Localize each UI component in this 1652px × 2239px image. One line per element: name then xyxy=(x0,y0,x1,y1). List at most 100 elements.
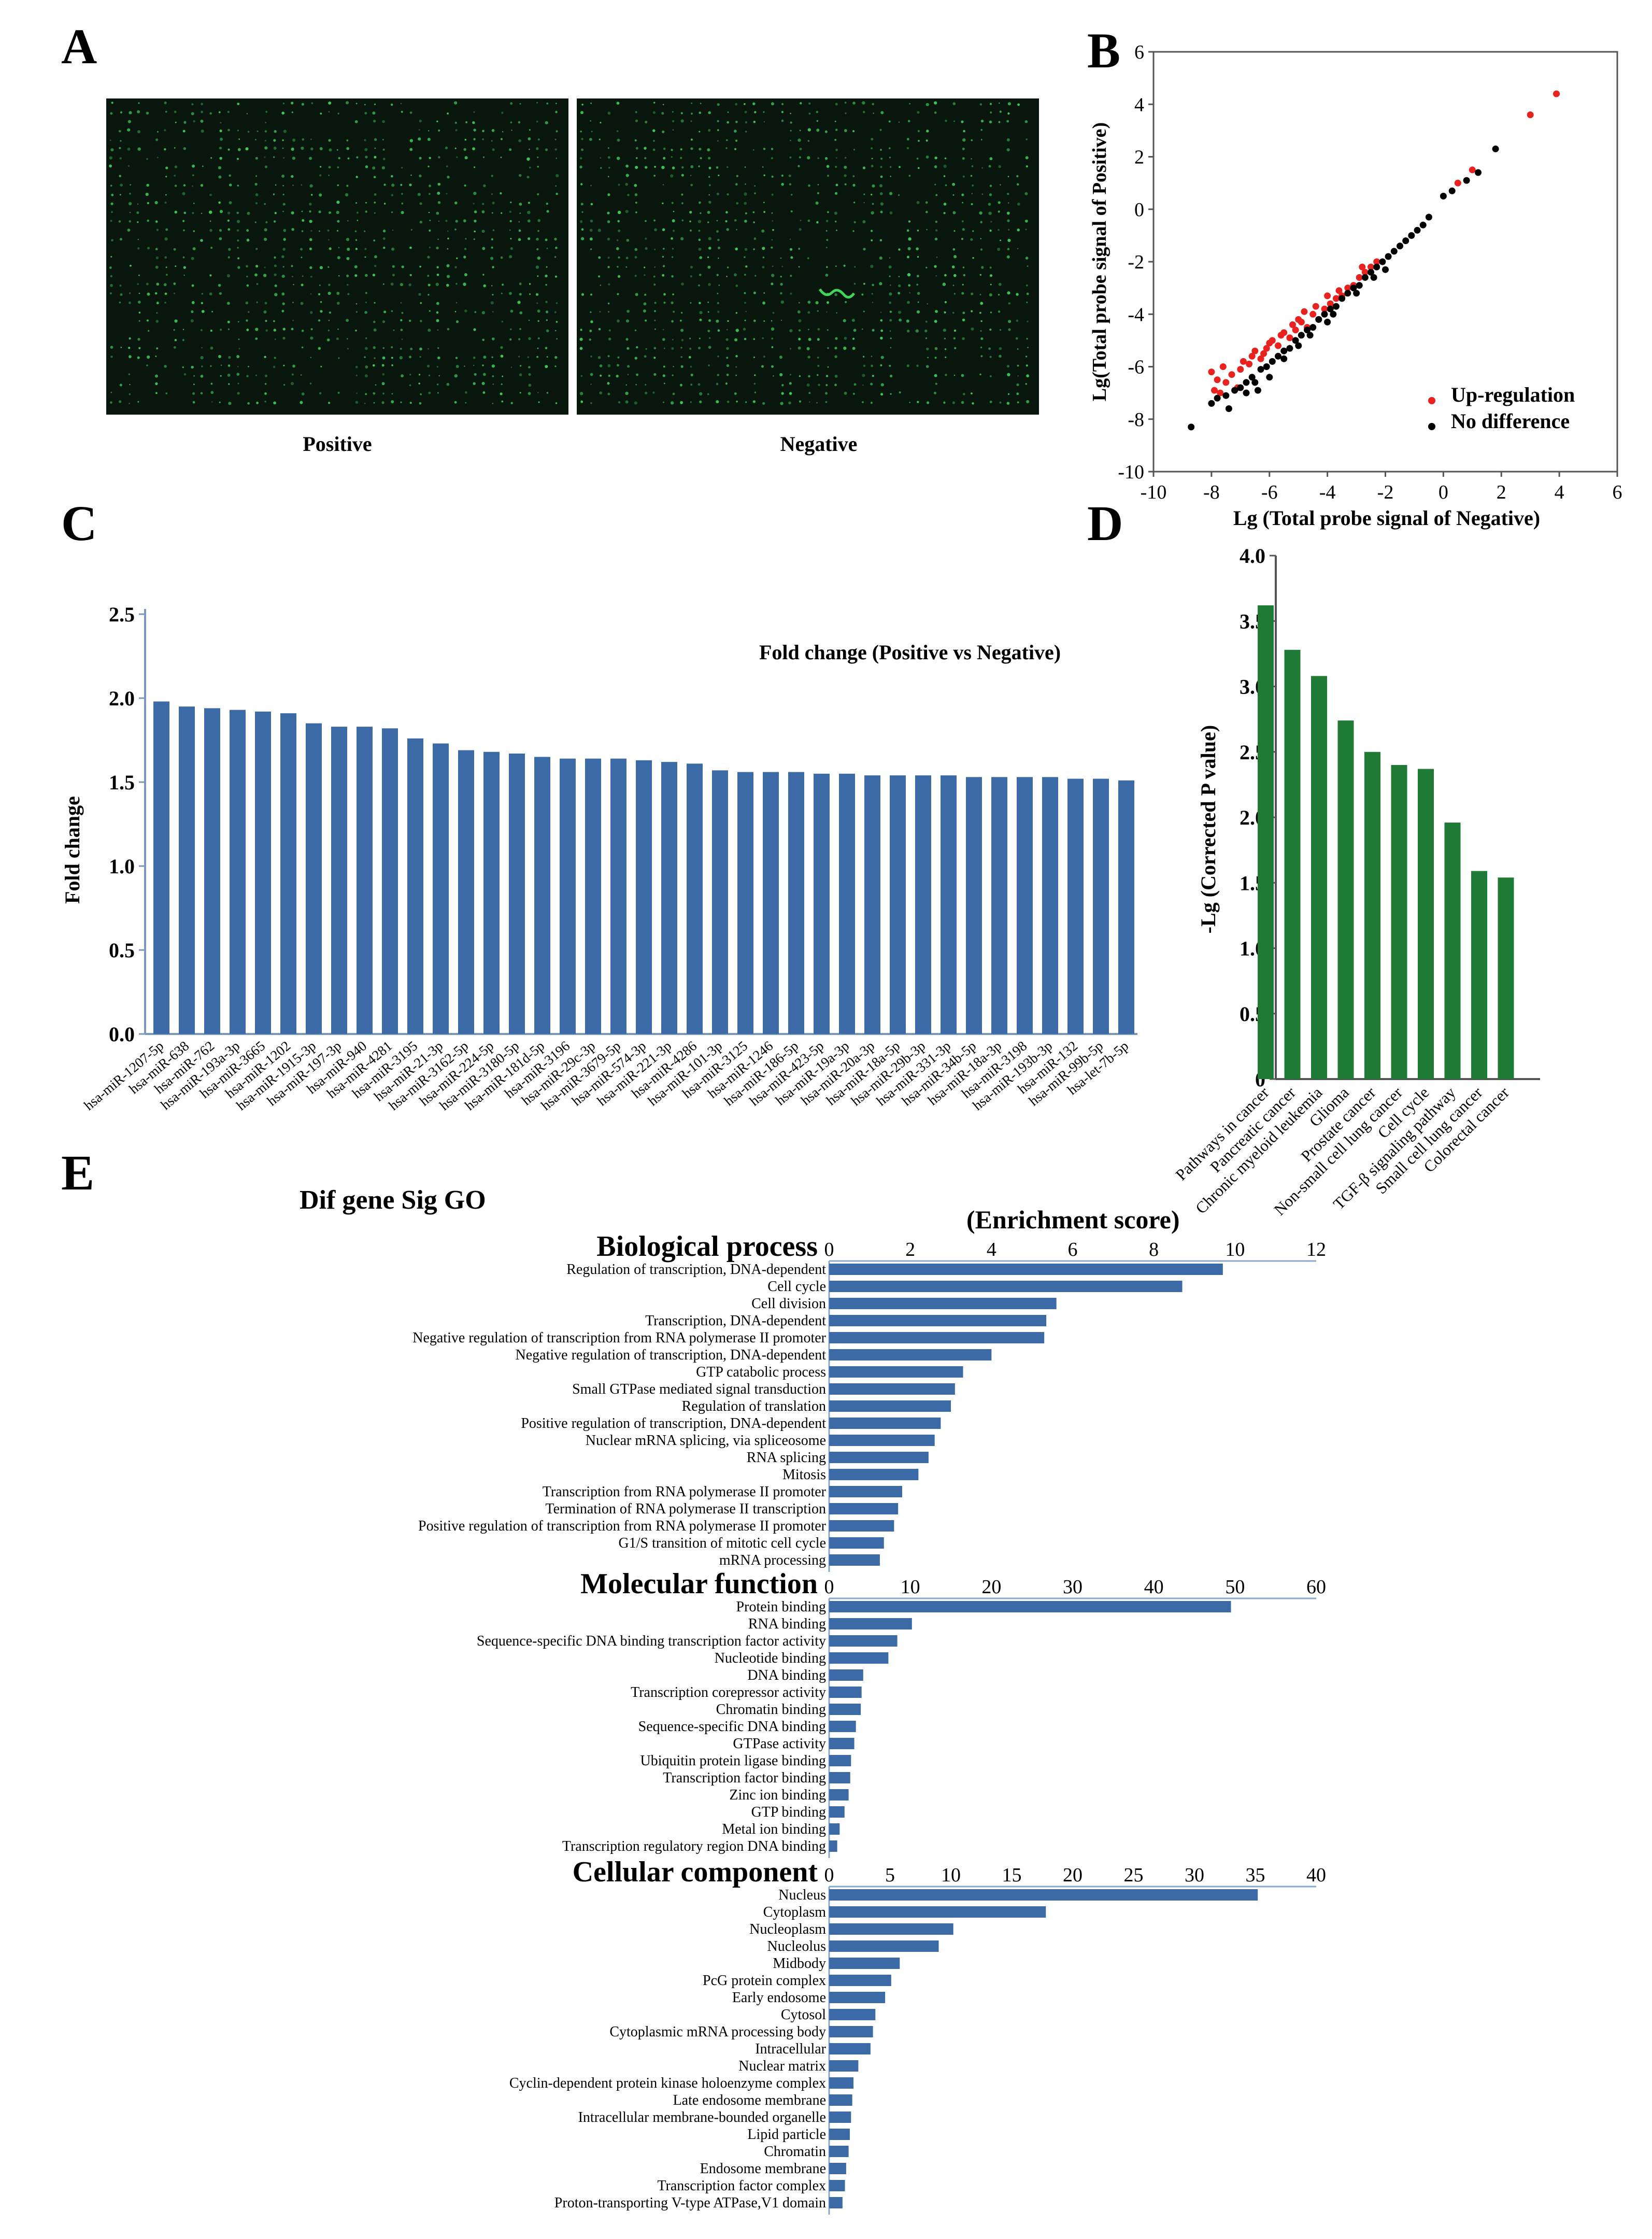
array-spot xyxy=(889,364,891,367)
array-spot xyxy=(626,309,630,313)
array-spot xyxy=(934,347,938,350)
array-spot xyxy=(556,103,557,104)
array-spot xyxy=(880,336,883,340)
array-spot xyxy=(1016,392,1019,395)
array-spot xyxy=(699,337,701,339)
legend-marker-up-regulation xyxy=(1428,397,1435,404)
array-spot xyxy=(716,230,719,233)
array-spot xyxy=(625,210,629,214)
array-spot xyxy=(681,202,683,205)
array-spot xyxy=(427,137,431,141)
array-spot xyxy=(716,274,719,276)
array-spot xyxy=(607,156,610,159)
go-category-label: RNA splicing xyxy=(747,1450,826,1466)
array-spot xyxy=(727,121,729,124)
array-spot xyxy=(129,355,132,359)
array-spot xyxy=(519,392,521,394)
array-spot xyxy=(438,220,439,222)
array-spot xyxy=(789,183,792,186)
array-spot xyxy=(945,356,947,358)
array-spot xyxy=(716,192,719,195)
array-spot xyxy=(163,283,167,287)
array-spot xyxy=(708,364,710,366)
array-spot xyxy=(835,337,838,340)
array-spot xyxy=(218,166,221,169)
array-spot xyxy=(817,310,819,312)
array-spot xyxy=(762,266,765,268)
go-bar xyxy=(829,1520,894,1532)
go-category-label: Protein binding xyxy=(736,1599,826,1615)
array-spot xyxy=(718,257,719,259)
scatter-point-no-difference xyxy=(1280,355,1288,362)
array-spot xyxy=(111,211,113,213)
array-spot xyxy=(1017,248,1019,249)
array-spot xyxy=(419,265,421,268)
array-spot xyxy=(663,301,666,304)
array-spot xyxy=(318,293,320,295)
array-spot xyxy=(282,185,284,187)
array-spot xyxy=(419,157,422,160)
go-category-label: Late endosome membrane xyxy=(673,2092,826,2108)
array-spot xyxy=(374,155,377,159)
array-spot xyxy=(164,302,166,304)
array-spot xyxy=(809,401,810,403)
scatter-y-tick-label: -10 xyxy=(1118,461,1144,483)
go-category-label: Cytosol xyxy=(781,2007,826,2023)
array-spot xyxy=(607,193,610,196)
array-spot xyxy=(662,265,665,267)
go-category-label: Cyclin-dependent protein kinase holoenzy… xyxy=(509,2075,826,2091)
array-spot xyxy=(481,311,486,315)
array-spot xyxy=(246,265,248,268)
go-bar xyxy=(829,1281,1183,1292)
array-spot xyxy=(590,402,592,404)
array-spot xyxy=(455,320,459,323)
array-spot xyxy=(863,282,865,285)
array-spot xyxy=(109,164,112,168)
array-spot xyxy=(790,256,793,259)
array-spot xyxy=(1015,337,1018,340)
array-spot xyxy=(807,257,809,260)
array-spot xyxy=(147,202,149,204)
array-spot xyxy=(771,102,774,106)
array-spot xyxy=(282,139,284,141)
array-spot xyxy=(310,336,314,340)
array-spot xyxy=(953,337,956,339)
array-spot xyxy=(255,337,258,340)
array-spot xyxy=(852,392,855,395)
array-spot xyxy=(482,130,485,133)
array-spot xyxy=(717,120,719,122)
array-spot xyxy=(817,328,820,331)
array-spot xyxy=(1000,239,1002,242)
array-spot xyxy=(672,230,675,232)
array-spot xyxy=(816,374,819,376)
array-spot xyxy=(130,264,132,267)
scatter-point-no-difference xyxy=(1266,374,1273,381)
go-category-label: Transcription regulatory region DNA bind… xyxy=(562,1838,826,1854)
array-spot xyxy=(482,138,484,140)
array-spot xyxy=(256,301,258,303)
array-spot xyxy=(281,174,285,178)
array-spot xyxy=(482,203,485,205)
array-spot xyxy=(148,330,150,332)
array-spot xyxy=(717,293,719,294)
scatter-point-up-regulation xyxy=(1454,179,1461,187)
array-spot xyxy=(700,212,702,214)
array-spot xyxy=(192,401,195,404)
array-spot xyxy=(492,375,494,377)
array-spot xyxy=(989,185,992,187)
array-spot xyxy=(537,230,539,232)
array-spot xyxy=(707,311,709,313)
array-spot xyxy=(953,120,955,122)
array-spot xyxy=(961,120,964,123)
array-spot xyxy=(672,129,674,131)
go-bar xyxy=(829,1469,919,1480)
array-spot xyxy=(780,257,782,259)
scatter-point-no-difference xyxy=(1330,310,1337,318)
array-spot xyxy=(818,384,820,386)
array-spot xyxy=(927,401,930,404)
scatter-point-no-difference xyxy=(1321,310,1328,318)
array-spot xyxy=(944,337,946,339)
array-spot xyxy=(827,211,829,214)
array-spot xyxy=(1027,347,1029,348)
array-spot xyxy=(264,156,266,158)
